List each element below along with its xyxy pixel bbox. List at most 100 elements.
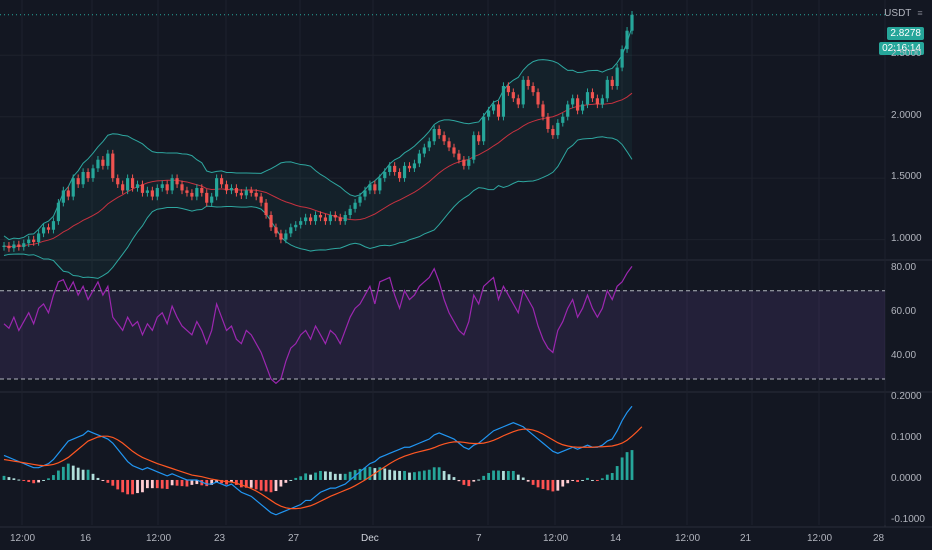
candle-body xyxy=(101,159,105,166)
candle-body xyxy=(126,178,130,191)
candle-body xyxy=(531,86,535,93)
macd-histogram-bar xyxy=(274,479,278,492)
currency-selector[interactable]: USDT ≡ xyxy=(884,8,926,20)
candle-body xyxy=(160,184,164,188)
bollinger-basis xyxy=(3,92,633,248)
candle-body xyxy=(536,92,540,105)
macd-histogram-bar xyxy=(531,479,535,485)
candle-body xyxy=(180,184,184,191)
candle-body xyxy=(37,233,41,243)
candle-body xyxy=(328,215,332,222)
candle-body xyxy=(205,192,209,203)
x-tick-label: 12:00 xyxy=(146,533,172,544)
macd-histogram-bar xyxy=(101,479,105,481)
macd-histogram-bar xyxy=(27,479,31,483)
candle-body xyxy=(610,79,614,86)
macd-histogram-bar xyxy=(235,479,238,485)
macd-histogram-bar xyxy=(299,476,303,480)
candle-body xyxy=(600,98,604,105)
candle-body xyxy=(12,244,16,249)
macd-histogram-bar xyxy=(591,479,594,481)
macd-histogram-bar xyxy=(511,470,515,480)
candle-body xyxy=(284,233,288,240)
candle-body xyxy=(353,202,357,209)
candle-body xyxy=(61,190,65,203)
candle-body xyxy=(576,98,580,111)
candle-body xyxy=(457,153,461,160)
x-tick-label: 21 xyxy=(740,533,752,544)
candle-body xyxy=(195,187,199,197)
rsi-band-fill xyxy=(0,290,885,379)
candle-body xyxy=(506,86,510,93)
candle-body xyxy=(556,122,560,136)
macd-histogram-bar xyxy=(328,471,332,480)
macd-histogram-bar xyxy=(536,479,540,488)
candle-body xyxy=(289,227,293,234)
macd-histogram-bar xyxy=(467,479,471,487)
macd-histogram-bar xyxy=(289,479,293,481)
candle-body xyxy=(106,153,110,166)
candle-body xyxy=(7,245,11,249)
macd-histogram-bar xyxy=(190,479,194,485)
candle-body xyxy=(422,147,426,154)
candle-body xyxy=(239,192,243,196)
candle-body xyxy=(17,244,21,247)
candle-body xyxy=(358,196,362,203)
candle-body xyxy=(491,104,496,111)
candle-body xyxy=(541,104,545,117)
candle-body xyxy=(561,116,565,123)
macd-histogram-bar xyxy=(571,479,575,481)
macd-histogram-bar xyxy=(417,471,421,480)
candle-body xyxy=(625,30,629,50)
macd-histogram-bar xyxy=(170,479,174,486)
candle-body xyxy=(368,184,372,191)
macd-histogram-bar xyxy=(398,470,401,480)
macd-histogram-bar xyxy=(526,479,530,482)
candle-body xyxy=(41,227,46,234)
candle-body xyxy=(595,98,599,105)
macd-histogram-bar xyxy=(482,475,486,480)
macd-histogram-bar xyxy=(566,479,570,484)
macd-histogram-bar xyxy=(383,468,387,480)
macd-histogram-bar xyxy=(61,466,65,480)
macd-histogram-bar xyxy=(155,479,159,489)
macd-histogram-bar xyxy=(42,479,45,481)
macd-histogram-bar xyxy=(225,479,228,485)
macd-histogram-bar xyxy=(561,479,565,487)
candle-body xyxy=(130,178,135,188)
bollinger-lower xyxy=(3,136,633,279)
x-tick-label: Dec xyxy=(361,533,379,544)
rsi-tick-label: 40.00 xyxy=(891,349,917,361)
macd-tick-label: 0.2000 xyxy=(891,391,922,403)
macd-histogram-bar xyxy=(556,479,560,491)
macd-histogram-bar xyxy=(210,479,214,485)
macd-histogram-bar xyxy=(180,479,184,487)
macd-histogram-bar xyxy=(215,479,219,483)
candle-body xyxy=(32,239,36,243)
macd-histogram-bar xyxy=(605,474,609,480)
candle-body xyxy=(333,215,337,218)
candle-body xyxy=(343,215,347,222)
candle-body xyxy=(299,221,303,225)
candle-body xyxy=(437,129,441,136)
candle-body xyxy=(219,178,224,185)
candle-body xyxy=(318,215,323,218)
macd-histogram-bar xyxy=(586,477,589,480)
candle-body xyxy=(472,135,476,160)
candle-body xyxy=(140,184,145,193)
candle-body xyxy=(590,92,595,99)
rsi-tick-label: 60.00 xyxy=(891,305,917,317)
candle-body xyxy=(111,153,115,179)
macd-histogram-bar xyxy=(146,479,149,489)
price-tick-label: 1.5000 xyxy=(891,171,922,183)
macd-histogram-bar xyxy=(595,479,599,481)
x-tick-label: 7 xyxy=(476,533,482,544)
candle-body xyxy=(254,192,258,197)
macd-histogram-bar xyxy=(12,478,16,480)
candle-body xyxy=(521,79,525,105)
candle-body xyxy=(571,98,575,105)
candle-body xyxy=(486,110,491,117)
candle-body xyxy=(442,135,446,142)
candle-body xyxy=(51,221,56,230)
